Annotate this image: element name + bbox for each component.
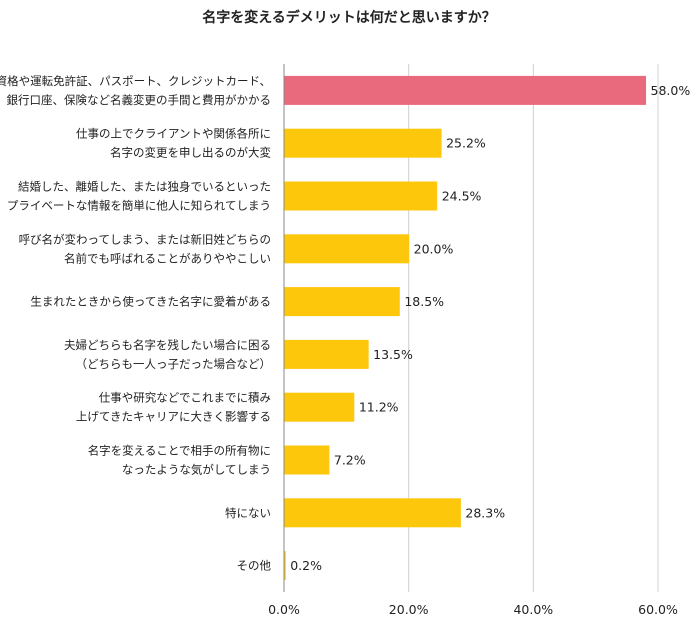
x-tick-label: 20.0%	[389, 602, 429, 617]
x-tick-label: 40.0%	[513, 602, 553, 617]
bar	[284, 234, 410, 264]
x-tick-label: 0.0%	[268, 602, 300, 617]
value-labels: 58.0% 25.2% 24.5% 20.0% 18.5% 13.5% 11.2% 7.2% 2…	[290, 83, 690, 573]
bar-value-label: 28.3%	[465, 505, 505, 520]
category-labels: 資格や運転免許証、パスポート、クレジットカード、銀行口座、保険など名義変更の手間…	[0, 74, 271, 573]
category-label-line: 名字を変えることで相手の所有物に	[88, 444, 271, 458]
category-label-line: 夫婦どちらも名字を残したい場合に困る	[64, 338, 271, 352]
category-label-line: 銀行口座、保険など名義変更の手間と費用がかかる	[7, 93, 272, 107]
category-label-line: なったような気がしてしまう	[122, 463, 271, 477]
category-label-line: 上げてきたキャリアに大きく影響する	[76, 410, 271, 424]
bar-value-label: 20.0%	[414, 241, 454, 256]
bar	[284, 75, 647, 105]
bar	[284, 498, 461, 528]
bar	[284, 392, 355, 422]
category-label-line: その他	[237, 559, 272, 573]
category-label-line: 特にない	[225, 506, 271, 520]
category-label-line: 資格や運転免許証、パスポート、クレジットカード、	[0, 74, 271, 88]
category-label: 資格や運転免許証、パスポート、クレジットカード、銀行口座、保険など名義変更の手間…	[0, 74, 271, 107]
bar-value-label: 25.2%	[446, 136, 486, 151]
category-label: 特にない	[225, 506, 271, 520]
category-label-line: 仕事や研究などでこれまでに積み	[99, 391, 271, 405]
category-label-line: 名前でも呼ばれることがありややこしい	[64, 251, 271, 265]
category-label: 生まれたときから使ってきた名字に愛着がある	[30, 295, 271, 309]
category-label: 仕事の上でクライアントや関係各所に名字の変更を申し出るのが大変	[76, 127, 272, 160]
category-label-line: 名字の変更を申し出るのが大変	[110, 146, 271, 160]
category-label: 結婚した、離婚した、または独身でいるといったプライベートな情報を簡単に他人に知ら…	[7, 180, 271, 213]
category-label: 呼び名が変わってしまう、または新旧姓どちらの名前でも呼ばれることがありややこしい	[19, 232, 271, 265]
x-axis-ticks: 0.0% 20.0% 40.0% 60.0%	[268, 602, 678, 617]
chart-title: 名字を変えるデメリットは何だと思いますか？	[202, 9, 496, 26]
category-label-line: 仕事の上でクライアントや関係各所に	[76, 127, 271, 141]
category-label: 仕事や研究などでこれまでに積み上げてきたキャリアに大きく影響する	[76, 391, 271, 424]
bar-value-label: 13.5%	[373, 347, 413, 362]
category-label-line: （どちらも一人っ子だった場合など）	[76, 357, 272, 371]
category-label-line: 生まれたときから使ってきた名字に愛着がある	[30, 295, 271, 309]
category-label: 夫婦どちらも名字を残したい場合に困る （どちらも一人っ子だった場合など）	[64, 338, 271, 371]
bar-value-label: 58.0%	[651, 83, 691, 98]
bars	[284, 75, 647, 581]
bar	[284, 287, 400, 317]
category-label-line: 結婚した、離婚した、または独身でいるといった	[18, 180, 271, 194]
category-label-line: プライベートな情報を簡単に他人に知られてしまう	[7, 199, 271, 213]
category-label: 名字を変えることで相手の所有物になったような気がしてしまう	[88, 444, 271, 477]
bar-value-label: 0.2%	[290, 558, 322, 573]
x-tick-label: 60.0%	[638, 602, 678, 617]
bar-value-label: 11.2%	[359, 400, 399, 415]
bar-value-label: 7.2%	[334, 453, 366, 468]
bar	[284, 339, 369, 369]
bar	[284, 181, 438, 211]
bar	[284, 551, 286, 581]
bar-value-label: 24.5%	[442, 189, 482, 204]
category-label-line: 呼び名が変わってしまう、または新旧姓どちらの	[19, 232, 271, 246]
bar	[284, 128, 442, 158]
bar	[284, 445, 330, 475]
category-label: その他	[237, 559, 272, 573]
bar-value-label: 18.5%	[404, 294, 444, 309]
